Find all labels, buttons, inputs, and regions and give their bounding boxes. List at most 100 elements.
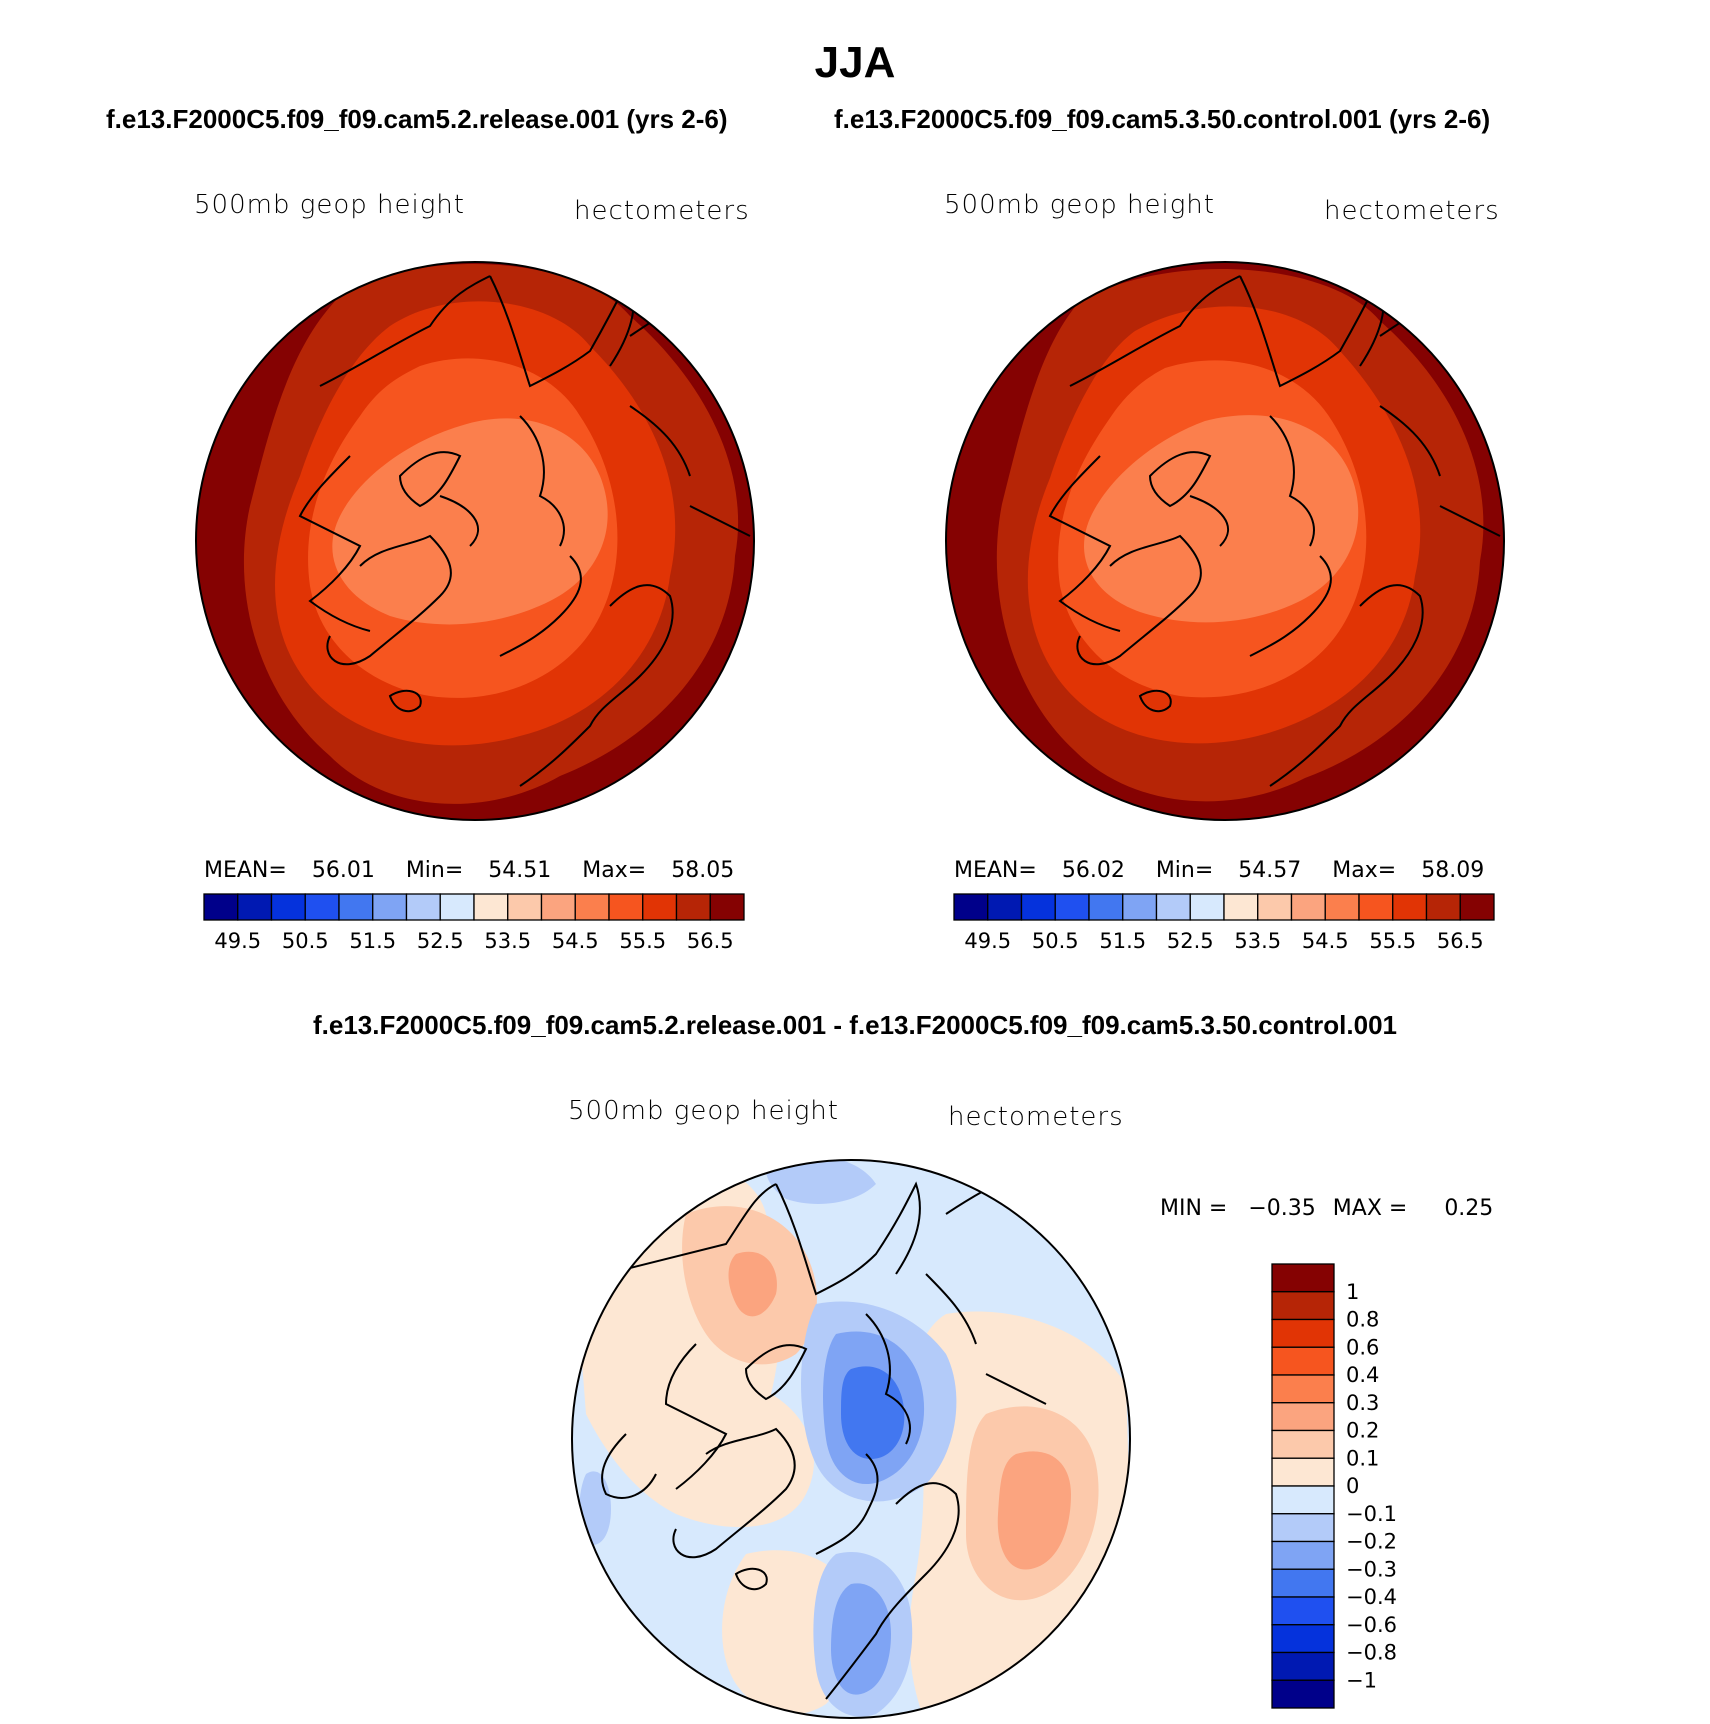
colorbar-tick-label: 0.4 — [1346, 1363, 1379, 1387]
colorbar-tick-label: −0.1 — [1346, 1502, 1397, 1526]
colorbar-box — [1271, 1540, 1335, 1570]
colorbar-box — [270, 893, 306, 921]
contour-fill-left — [196, 262, 754, 820]
colorbar-box — [1271, 1513, 1335, 1543]
colorbar-box — [1271, 1429, 1335, 1459]
colorbar-difference-boxes — [1271, 1263, 1335, 1709]
colorbar-box — [237, 893, 273, 921]
colorbar-tick-label: 52.5 — [417, 929, 464, 953]
colorbar-box — [1271, 1485, 1335, 1515]
stats-right: MEAN= 56.02 Min= 54.57 Max= 58.09 — [954, 858, 1484, 883]
colorbar-tick-label: 54.5 — [1302, 929, 1349, 953]
colorbar-box — [1271, 1679, 1335, 1709]
colorbar-box — [203, 893, 239, 921]
colorbar-tick-label: −0.3 — [1346, 1557, 1397, 1581]
colorbar-tick-label: 50.5 — [1032, 929, 1079, 953]
coastlines-left — [298, 273, 751, 787]
colorbar-box — [1271, 1568, 1335, 1598]
max-label: Max= — [582, 858, 647, 883]
mean-value: 56.01 — [311, 858, 375, 883]
colorbar-box — [507, 893, 543, 921]
colorbar-box — [1020, 893, 1056, 921]
colorbar-tick-label: −0.6 — [1346, 1613, 1397, 1637]
colorbar-box — [1271, 1318, 1335, 1348]
colorbar-box — [574, 893, 610, 921]
colorbar-box — [540, 893, 576, 921]
units-label-diff: hectometers — [948, 1102, 1124, 1132]
colorbar-tick-label: 55.5 — [619, 929, 666, 953]
colorbar-tick-label: 49.5 — [214, 929, 261, 953]
min-label: MIN = — [1160, 1196, 1228, 1221]
colorbar-tick-label: 0.3 — [1346, 1391, 1379, 1415]
mean-label: MEAN= — [204, 858, 287, 883]
colorbar-box — [709, 893, 745, 921]
colorbar-box — [1358, 893, 1394, 921]
colorbar-box — [473, 893, 509, 921]
colorbar-right-boxes — [953, 893, 1495, 921]
colorbar-box — [1155, 893, 1191, 921]
colorbar-tick-label: 52.5 — [1167, 929, 1214, 953]
colorbar-box — [1392, 893, 1428, 921]
colorbar-tick-label: 56.5 — [1437, 929, 1484, 953]
colorbar-box — [1088, 893, 1124, 921]
colorbar-tick-label: −1 — [1346, 1668, 1377, 1692]
colorbar-tick-label: 55.5 — [1369, 929, 1416, 953]
colorbar-left: 49.5 50.5 51.5 52.5 53.5 54.5 55.5 56.5 — [203, 893, 745, 953]
colorbar-box — [1257, 893, 1293, 921]
colorbar-tick-label: 0.8 — [1346, 1308, 1379, 1332]
colorbar-box — [405, 893, 441, 921]
colorbar-box — [1459, 893, 1495, 921]
colorbar-box — [439, 893, 475, 921]
colorbar-box — [1271, 1374, 1335, 1404]
colorbar-tick-label: 51.5 — [349, 929, 396, 953]
colorbar-box — [1271, 1457, 1335, 1487]
max-value: 58.09 — [1421, 858, 1485, 883]
colorbar-tick-label: −0.2 — [1346, 1530, 1397, 1554]
coastlines-difference — [601, 1173, 1047, 1700]
colorbar-box — [1271, 1596, 1335, 1626]
map-boundary-right — [945, 261, 1505, 821]
colorbar-box — [1271, 1346, 1335, 1376]
variable-label-right: 500mb geop height — [944, 190, 1215, 220]
case-title-right: f.e13.F2000C5.f09_f09.cam5.3.50.control.… — [834, 104, 1491, 134]
colorbar-tick-label: 49.5 — [964, 929, 1011, 953]
map-boundary-left — [195, 261, 755, 821]
colorbar-box — [1290, 893, 1326, 921]
colorbar-box — [953, 893, 989, 921]
colorbar-box — [1324, 893, 1360, 921]
colorbar-box — [675, 893, 711, 921]
colorbar-left-boxes — [203, 893, 745, 921]
colorbar-tick-label: 1 — [1346, 1280, 1359, 1304]
colorbar-box — [1223, 893, 1259, 921]
colorbar-box — [1189, 893, 1225, 921]
min-label: Min= — [405, 858, 464, 883]
colorbar-right: 49.5 50.5 51.5 52.5 53.5 54.5 55.5 56.5 — [953, 893, 1495, 953]
colorbar-difference-labels: 1 0.8 0.6 0.4 0.3 0.2 0.1 0 −0.1 −0.2 −0.3 −0.4 −0.6… — [1346, 1280, 1397, 1693]
colorbar-tick-label: 51.5 — [1099, 929, 1146, 953]
max-value: 58.05 — [671, 858, 735, 883]
max-label: MAX = — [1332, 1196, 1408, 1221]
max-value: 0.25 — [1444, 1196, 1494, 1221]
colorbar-box — [1271, 1291, 1335, 1321]
colorbar-box — [1271, 1263, 1335, 1293]
colorbar-left-labels: 49.5 50.5 51.5 52.5 53.5 54.5 55.5 56.5 — [214, 929, 733, 953]
colorbar-box — [304, 893, 340, 921]
colorbar-right-labels: 49.5 50.5 51.5 52.5 53.5 54.5 55.5 56.5 — [964, 929, 1483, 953]
polar-map-difference — [571, 1159, 1131, 1719]
figure-title: JJA — [814, 38, 896, 87]
coastlines-right — [1048, 273, 1501, 787]
units-label-right: hectometers — [1324, 196, 1500, 226]
colorbar-tick-label: 53.5 — [484, 929, 531, 953]
min-value: 54.57 — [1238, 858, 1302, 883]
colorbar-tick-label: 0 — [1346, 1474, 1359, 1498]
min-label: Min= — [1155, 858, 1214, 883]
colorbar-box — [1122, 893, 1158, 921]
case-title-left: f.e13.F2000C5.f09_f09.cam5.2.release.001… — [106, 104, 728, 134]
colorbar-tick-label: 54.5 — [552, 929, 599, 953]
colorbar-box — [1425, 893, 1461, 921]
polar-map-right — [945, 261, 1505, 821]
colorbar-difference: 1 0.8 0.6 0.4 0.3 0.2 0.1 0 −0.1 −0.2 −0.3 −0.4 −0.6… — [1271, 1263, 1397, 1709]
colorbar-tick-label: 0.6 — [1346, 1335, 1379, 1359]
contour-fill-difference — [572, 1160, 1130, 1718]
difference-title: f.e13.F2000C5.f09_f09.cam5.2.release.001… — [312, 1010, 1398, 1040]
